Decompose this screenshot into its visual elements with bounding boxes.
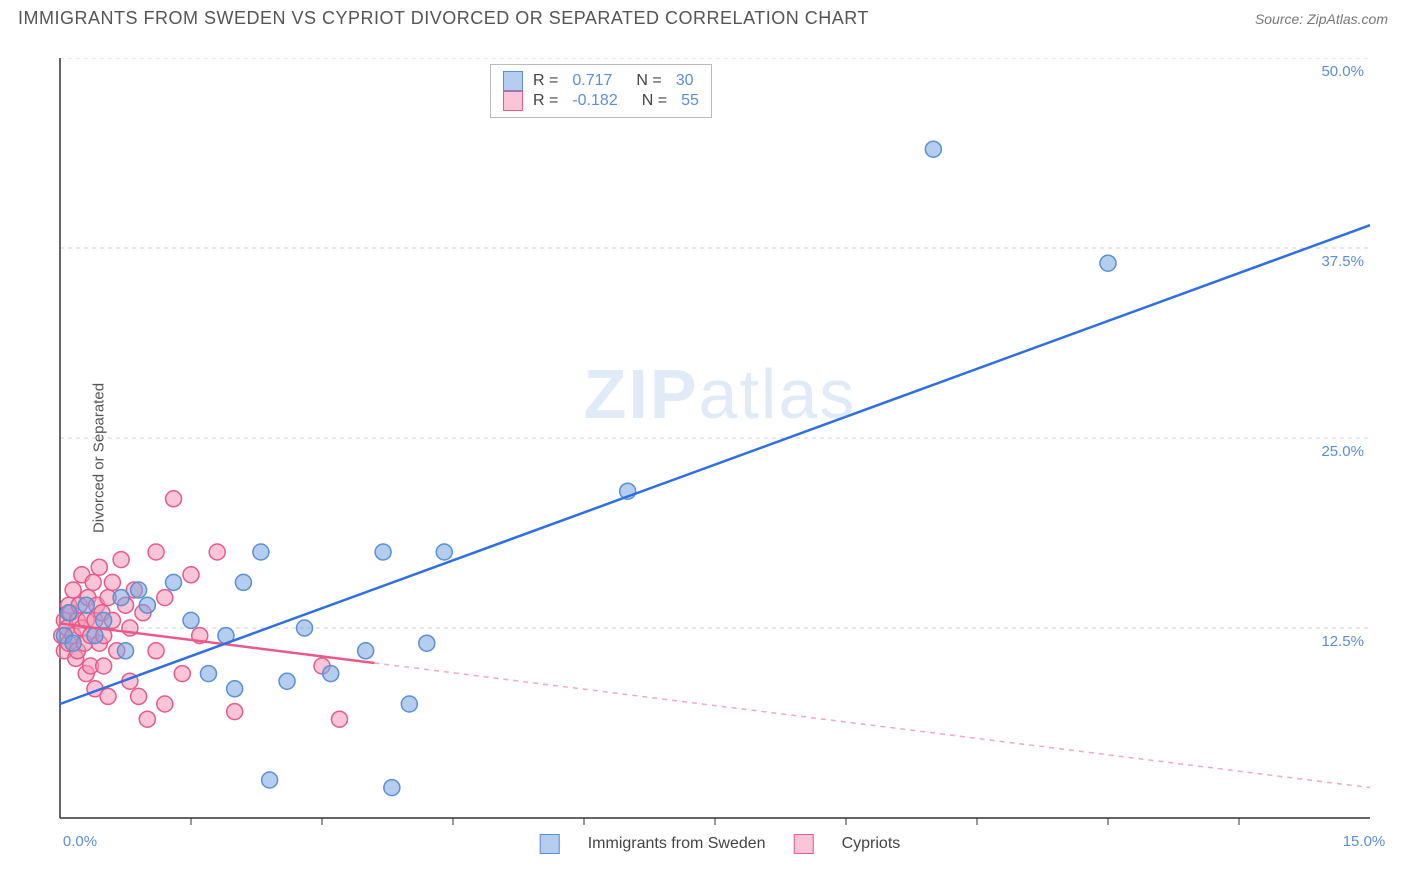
data-point-pink <box>166 491 182 507</box>
data-point-blue <box>118 643 134 659</box>
data-point-blue <box>227 681 243 697</box>
data-point-blue <box>96 612 112 628</box>
data-point-pink <box>157 696 173 712</box>
data-point-pink <box>113 552 129 568</box>
data-point-pink <box>104 574 120 590</box>
data-point-blue <box>166 574 182 590</box>
y-tick-label: 12.5% <box>1321 633 1364 650</box>
data-point-blue <box>375 544 391 560</box>
data-point-blue <box>358 643 374 659</box>
scatter-plot: 12.5% 25.0% 37.5% 50.0% 0.0% 15.0% <box>50 58 1390 858</box>
chart-title: IMMIGRANTS FROM SWEDEN VS CYPRIOT DIVORC… <box>18 8 869 29</box>
swatch-blue-icon <box>503 71 523 91</box>
n-value-pink: 55 <box>681 92 699 110</box>
data-point-pink <box>131 688 147 704</box>
x-tick-label: 0.0% <box>63 833 97 850</box>
y-tick-label: 25.0% <box>1321 443 1364 460</box>
swatch-blue-icon <box>540 834 560 854</box>
legend-row-blue: R = 0.717 N = 30 <box>503 71 699 91</box>
data-point-pink <box>100 688 116 704</box>
data-point-blue <box>87 628 103 644</box>
r-value-blue: 0.717 <box>572 72 612 90</box>
data-point-blue <box>253 544 269 560</box>
data-point-blue <box>925 141 941 157</box>
data-point-blue <box>235 574 251 590</box>
data-point-blue <box>61 605 77 621</box>
y-tick-label: 37.5% <box>1321 253 1364 270</box>
data-point-blue <box>384 780 400 796</box>
n-label: N = <box>636 72 661 90</box>
n-label: N = <box>642 92 667 110</box>
trend-line-blue <box>60 225 1370 704</box>
source-credit: Source: ZipAtlas.com <box>1255 11 1388 27</box>
data-point-blue <box>78 597 94 613</box>
data-point-blue <box>131 582 147 598</box>
data-point-pink <box>139 711 155 727</box>
correlation-legend: R = 0.717 N = 30 R = -0.182 N = 55 <box>490 64 712 118</box>
chart-area: Divorced or Separated 12.5% 25.0% 37.5% 50.… <box>50 58 1390 858</box>
r-label: R = <box>533 92 558 110</box>
data-point-blue <box>113 590 129 606</box>
data-point-pink <box>209 544 225 560</box>
data-point-pink <box>148 643 164 659</box>
swatch-pink-icon <box>794 834 814 854</box>
data-point-pink <box>96 658 112 674</box>
legend-row-pink: R = -0.182 N = 55 <box>503 91 699 111</box>
data-point-blue <box>200 666 216 682</box>
data-point-pink <box>148 544 164 560</box>
trend-line-pink-dashed <box>374 663 1370 788</box>
series-label-blue: Immigrants from Sweden <box>588 835 766 853</box>
data-point-blue <box>419 635 435 651</box>
series-label-pink: Cypriots <box>842 835 901 853</box>
data-point-blue <box>65 635 81 651</box>
data-point-pink <box>157 590 173 606</box>
data-point-pink <box>91 559 107 575</box>
r-label: R = <box>533 72 558 90</box>
data-point-blue <box>139 597 155 613</box>
data-point-blue <box>436 544 452 560</box>
data-point-blue <box>401 696 417 712</box>
x-tick-label: 15.0% <box>1343 833 1386 850</box>
data-point-pink <box>227 704 243 720</box>
data-point-blue <box>323 666 339 682</box>
y-tick-label: 50.0% <box>1321 63 1364 80</box>
data-point-pink <box>174 666 190 682</box>
n-value-blue: 30 <box>676 72 694 90</box>
data-point-blue <box>262 772 278 788</box>
data-point-pink <box>183 567 199 583</box>
data-point-blue <box>1100 255 1116 271</box>
swatch-pink-icon <box>503 91 523 111</box>
data-point-pink <box>65 582 81 598</box>
series-legend: Immigrants from Sweden Cypriots <box>540 834 901 854</box>
data-point-pink <box>331 711 347 727</box>
data-point-blue <box>297 620 313 636</box>
data-point-blue <box>183 612 199 628</box>
y-axis-label: Divorced or Separated <box>91 383 108 533</box>
r-value-pink: -0.182 <box>572 92 617 110</box>
data-point-blue <box>279 673 295 689</box>
data-point-pink <box>85 574 101 590</box>
